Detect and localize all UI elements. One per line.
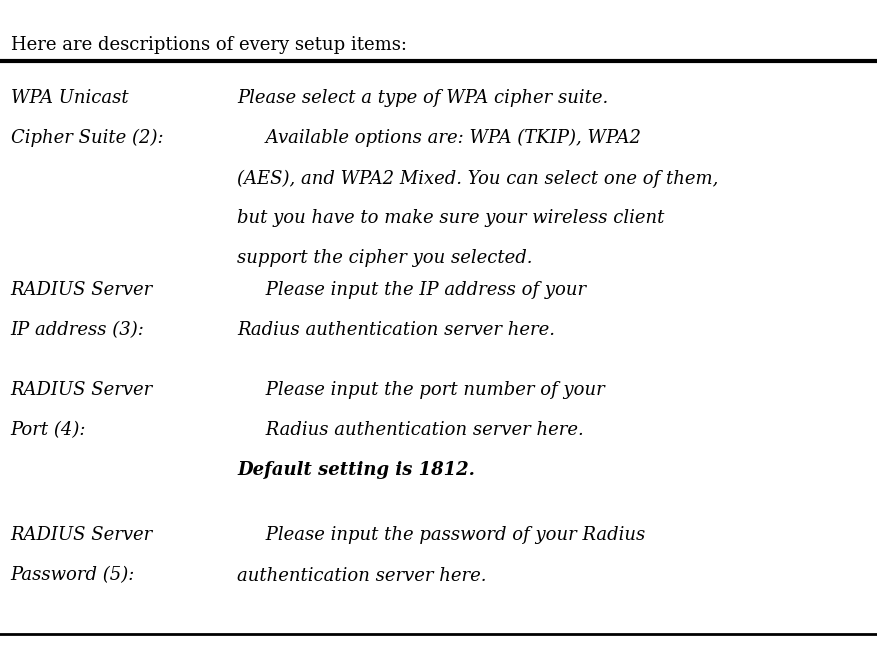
- Text: Please select a type of WPA cipher suite.: Please select a type of WPA cipher suite…: [237, 89, 608, 107]
- Text: Please input the IP address of your: Please input the IP address of your: [237, 281, 586, 299]
- Text: RADIUS Server: RADIUS Server: [11, 381, 153, 399]
- Text: Password (5):: Password (5):: [11, 567, 135, 585]
- Text: Please input the password of your Radius: Please input the password of your Radius: [237, 526, 645, 545]
- Text: Cipher Suite (2):: Cipher Suite (2):: [11, 129, 163, 147]
- Text: authentication server here.: authentication server here.: [237, 567, 486, 585]
- Text: Available options are: WPA (TKIP), WPA2: Available options are: WPA (TKIP), WPA2: [237, 129, 640, 147]
- Text: RADIUS Server: RADIUS Server: [11, 281, 153, 299]
- Text: Here are descriptions of every setup items:: Here are descriptions of every setup ite…: [11, 36, 406, 54]
- Text: Radius authentication server here.: Radius authentication server here.: [237, 321, 554, 339]
- Text: (AES), and WPA2 Mixed. You can select one of them,: (AES), and WPA2 Mixed. You can select on…: [237, 169, 717, 187]
- Text: Default setting is 1812.: Default setting is 1812.: [237, 461, 474, 479]
- Text: WPA Unicast: WPA Unicast: [11, 89, 128, 107]
- Text: Please input the port number of your: Please input the port number of your: [237, 381, 604, 399]
- Text: but you have to make sure your wireless client: but you have to make sure your wireless …: [237, 209, 664, 227]
- Text: support the cipher you selected.: support the cipher you selected.: [237, 249, 532, 267]
- Text: RADIUS Server: RADIUS Server: [11, 526, 153, 545]
- Text: Radius authentication server here.: Radius authentication server here.: [237, 421, 583, 439]
- Text: IP address (3):: IP address (3):: [11, 321, 144, 339]
- Text: Port (4):: Port (4):: [11, 421, 86, 439]
